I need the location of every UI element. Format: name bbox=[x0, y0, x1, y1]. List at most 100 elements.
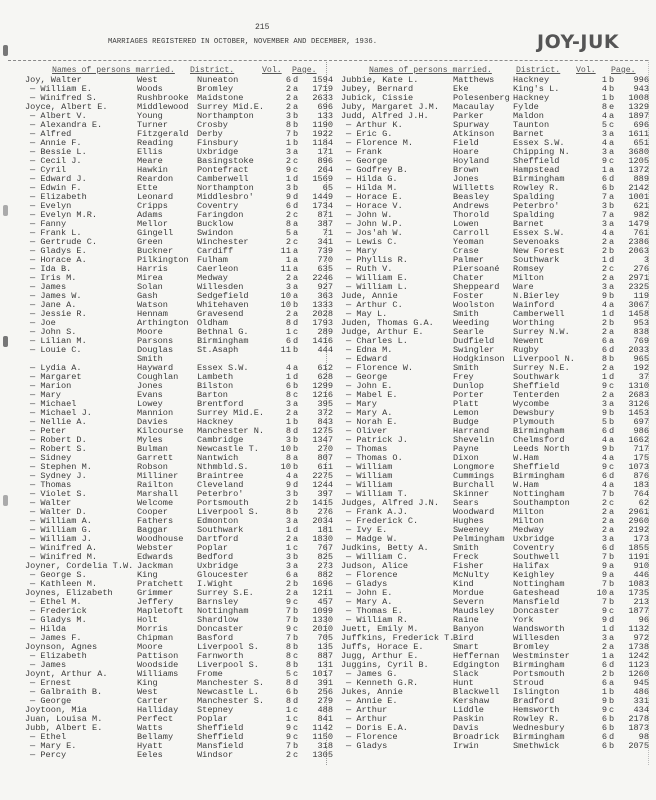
entry-page: 887 bbox=[317, 651, 333, 661]
entry-page: 1310 bbox=[628, 381, 649, 391]
entry-spouse-surname: Smith bbox=[453, 363, 479, 373]
entry-volume-part: c bbox=[293, 705, 299, 715]
entry-name: Juett, Emily M. bbox=[341, 624, 419, 634]
entry-name: — Violet S. bbox=[30, 489, 87, 499]
entry-volume: 9 bbox=[601, 696, 607, 706]
entry-name: — John E. bbox=[346, 588, 393, 598]
register-entry: — Violet S. Marshall Peterbro' 3 b 397 bbox=[25, 489, 333, 499]
entry-spouse-surname: Douglas bbox=[137, 345, 174, 355]
entry-spouse-surname: Piersoané bbox=[453, 264, 500, 274]
entry-volume: 1 bbox=[285, 138, 291, 148]
entry-district: Birmingham bbox=[513, 732, 565, 742]
entry-volume-part: a bbox=[609, 561, 615, 571]
register-entry: — Elizabeth Leonard Middlesbro' 9 d 1449 bbox=[25, 193, 333, 202]
entry-volume: 6 bbox=[285, 381, 291, 391]
entry-volume: 2 bbox=[601, 642, 607, 652]
entry-volume: 4 bbox=[601, 138, 607, 148]
entry-page: 1372 bbox=[628, 165, 649, 175]
entry-spouse-surname: Davis bbox=[453, 723, 479, 733]
entry-volume-part: a bbox=[609, 327, 615, 337]
entry-name: — Horace V. bbox=[346, 201, 403, 211]
register-entry: — Edna M. Swingler Rugby 6 d 2033 bbox=[341, 346, 652, 355]
register-entry: — George Carter Manchester S. 8 d 279 bbox=[25, 697, 333, 706]
entry-name: — Godfrey B. bbox=[346, 165, 408, 175]
entry-page: 1416 bbox=[312, 336, 333, 346]
entry-page: 1190 bbox=[312, 120, 333, 130]
header-vol: Vol. bbox=[262, 66, 282, 75]
entry-spouse-surname: Banyon bbox=[453, 624, 484, 634]
register-entry: — William E. Chater Milton 2 a 2971 bbox=[341, 274, 652, 283]
entry-name: — Frank bbox=[346, 147, 383, 157]
entry-district: Cleveland bbox=[197, 480, 244, 490]
entry-volume-part: d bbox=[609, 471, 615, 481]
entry-volume: 5 bbox=[285, 669, 291, 679]
entry-page: 1216 bbox=[312, 390, 333, 400]
entry-page: 697 bbox=[633, 417, 649, 427]
entry-district: Liverpool S. bbox=[197, 660, 259, 670]
entry-spouse-surname: Smith bbox=[453, 543, 479, 553]
entry-name: — George bbox=[346, 372, 388, 382]
register-entry: — Hilda Morris Doncaster 9 c 2010 bbox=[25, 625, 333, 634]
entry-volume-part: b bbox=[293, 111, 299, 121]
entry-name: — Thomas E. bbox=[346, 606, 403, 616]
entry-spouse-surname: Hughes bbox=[453, 516, 484, 526]
entry-district: Maldon bbox=[513, 111, 544, 121]
register-entry: — Alfred Fitzgerald Derby 7 b 1922 bbox=[25, 130, 333, 139]
entry-district: Farnworth bbox=[197, 651, 244, 661]
entry-name: — Marion bbox=[30, 381, 72, 391]
entry-volume-part: a bbox=[609, 336, 615, 346]
entry-volume: 8 bbox=[285, 507, 291, 517]
entry-spouse-surname: Woodhouse bbox=[137, 534, 184, 544]
entry-name: — Gladys bbox=[346, 741, 388, 751]
entry-page: 270 bbox=[317, 444, 333, 454]
entry-district: Stepney bbox=[197, 705, 234, 715]
entry-volume-part: c bbox=[293, 651, 299, 661]
entry-volume-part: a bbox=[609, 228, 615, 238]
entry-volume: 2 bbox=[285, 273, 291, 283]
entry-spouse-surname: Parker bbox=[453, 111, 484, 121]
entry-page: 2033 bbox=[628, 345, 649, 355]
entry-volume-part: a bbox=[609, 534, 615, 544]
entry-volume-part: d bbox=[609, 345, 615, 355]
entry-name: — Jessie R. bbox=[30, 309, 87, 319]
entry-volume-part: a bbox=[609, 399, 615, 409]
entry-volume-part: d bbox=[609, 732, 615, 742]
entry-volume-part: c bbox=[293, 237, 299, 247]
entry-volume-part: a bbox=[609, 435, 615, 445]
entry-district: Gateshead bbox=[513, 588, 560, 598]
entry-page: 896 bbox=[317, 156, 333, 166]
entry-volume: 8 bbox=[285, 219, 291, 229]
entry-name: Jude, Annie bbox=[341, 291, 398, 301]
entry-volume: 6 bbox=[601, 336, 607, 346]
entry-volume: 5 bbox=[285, 228, 291, 238]
register-entry: — Ethel M. Jeffery Barnsley 9 c 457 bbox=[25, 598, 333, 607]
register-entry: — Charles L. Dudfield Newent 6 a 769 bbox=[341, 337, 652, 346]
register-entry: — Walter Welcome Portsmouth 2 b 1415 bbox=[25, 499, 333, 508]
register-entry: — Doris E.A. Davis Wednesbury 6 b 1873 bbox=[341, 724, 652, 733]
register-entry: — Arthur Paskin Rowley R. 6 b 2178 bbox=[341, 715, 652, 724]
entry-volume: 9 bbox=[601, 291, 607, 301]
entry-volume: 9 bbox=[601, 156, 607, 166]
entry-volume-part: a bbox=[609, 138, 615, 148]
entry-spouse-surname: Spurway bbox=[453, 120, 490, 130]
entry-name: — Florence bbox=[346, 732, 398, 742]
entry-spouse-surname: Davies bbox=[137, 417, 168, 427]
entry-volume: 1 bbox=[285, 714, 291, 724]
entry-volume: 3 bbox=[601, 219, 607, 229]
entry-volume-part: a bbox=[293, 363, 299, 373]
entry-spouse-surname: Longmore bbox=[453, 462, 495, 472]
register-entry: Juffkins, Frederick T. Bird Willesden 3 a 972 bbox=[341, 634, 652, 643]
entry-spouse-surname: Liddle bbox=[453, 705, 484, 715]
entry-volume-part: b bbox=[609, 669, 615, 679]
entry-volume-part: d bbox=[293, 678, 299, 688]
entry-volume-part: c bbox=[293, 156, 299, 166]
entry-volume: 6 bbox=[285, 336, 291, 346]
entry-name: — Alexandra E. bbox=[30, 120, 103, 130]
entry-district: Willesden bbox=[197, 282, 244, 292]
entry-spouse-surname: Brown bbox=[453, 165, 479, 175]
entry-name: — Oliver bbox=[346, 426, 388, 436]
entry-volume: 1 bbox=[601, 165, 607, 175]
register-entry: — Lewis C. Yeoman Sevenoaks 2 a 2386 bbox=[341, 238, 652, 247]
entry-page: 1479 bbox=[628, 219, 649, 229]
entry-volume: 9 bbox=[285, 723, 291, 733]
